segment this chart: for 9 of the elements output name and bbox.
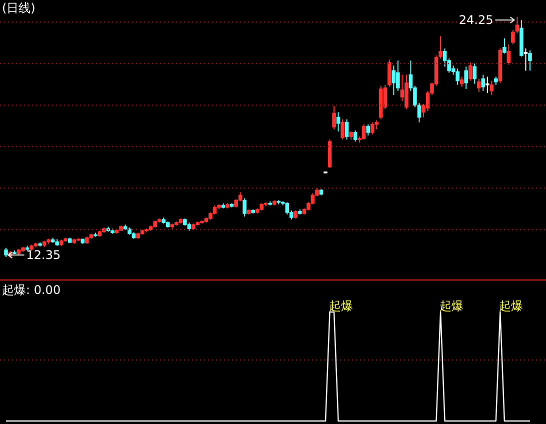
annotation: 起爆: [499, 299, 524, 313]
annotation: 12.35: [7, 248, 61, 262]
annotation: 12.35: [26, 248, 61, 262]
annotation: 24.25: [458, 13, 516, 27]
chart-title: 起爆: 0.00: [2, 283, 61, 297]
annotation: 24.25: [458, 13, 494, 27]
annotation: 起爆: [328, 299, 353, 313]
annotation: 起爆: [440, 299, 464, 313]
chart-title: (日线): [2, 1, 36, 15]
